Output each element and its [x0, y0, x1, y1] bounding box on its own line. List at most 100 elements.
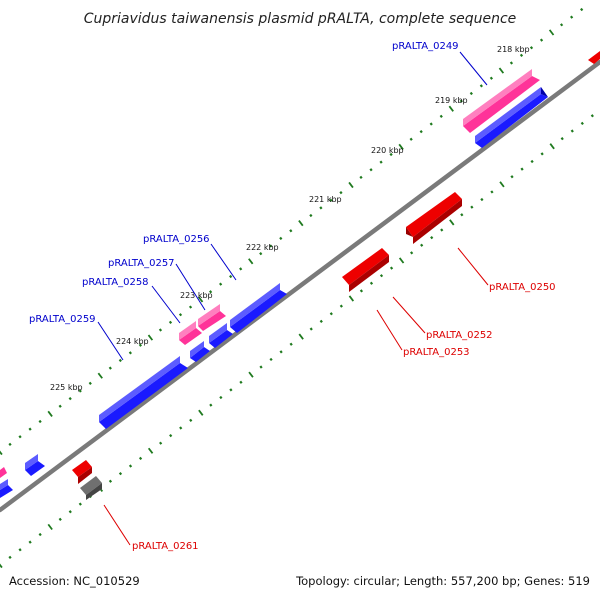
gene-label-0253: pRALTA_0253	[403, 347, 470, 358]
minor-tick	[319, 319, 323, 323]
major-tick	[398, 257, 405, 264]
minor-tick	[179, 426, 183, 430]
minor-tick	[138, 456, 143, 461]
minor-tick	[359, 289, 364, 293]
minor-tick	[229, 388, 233, 392]
gene-left-b-forward	[0, 479, 13, 498]
gene-left-a-forward	[25, 454, 45, 476]
minor-tick	[38, 532, 42, 537]
kbp-label-220: 220 kbp	[371, 146, 404, 155]
minor-tick	[269, 244, 273, 248]
gene-label-0257: pRALTA_0257	[108, 258, 175, 269]
major-tick	[197, 296, 204, 303]
major-tick	[498, 67, 505, 74]
gene-label-0249: pRALTA_0249	[392, 41, 459, 52]
minor-tick	[509, 61, 514, 65]
minor-tick	[269, 357, 273, 362]
leader-0249	[459, 51, 488, 86]
minor-tick	[359, 175, 363, 179]
gene-left-pink	[0, 467, 7, 478]
minor-tick	[178, 313, 183, 317]
minor-tick	[520, 167, 524, 171]
minor-tick	[459, 99, 463, 103]
minor-tick	[8, 555, 12, 560]
minor-tick	[209, 403, 213, 407]
minor-tick	[279, 236, 283, 241]
gene-label-0261: pRALTA_0261	[132, 541, 199, 552]
minor-tick	[78, 502, 82, 506]
backbone	[0, 59, 600, 513]
minor-tick	[409, 137, 413, 141]
minor-tick	[18, 435, 22, 439]
gene-0258-forward	[190, 341, 210, 362]
accession-text: Accession: NC_010529	[9, 574, 140, 588]
minor-tick	[8, 442, 12, 446]
gene-0256-forward	[230, 283, 287, 333]
major-tick	[348, 295, 355, 302]
minor-tick	[479, 84, 483, 88]
minor-tick	[559, 23, 564, 27]
minor-tick	[128, 464, 133, 468]
minor-tick	[529, 46, 534, 50]
major-tick	[348, 181, 354, 189]
minor-tick	[88, 381, 92, 385]
minor-tick	[580, 7, 584, 12]
minor-tick	[460, 213, 464, 217]
minor-tick	[580, 121, 584, 126]
gene-label-0259: pRALTA_0259	[29, 314, 96, 325]
leader-0252	[392, 296, 426, 334]
minor-tick	[259, 365, 263, 369]
minor-tick	[108, 366, 112, 370]
gene-0252-reverse	[342, 248, 389, 292]
minor-tick	[189, 418, 193, 422]
minor-tick	[470, 205, 474, 209]
kbp-label-222: 222 kbp	[246, 243, 279, 252]
leader-0250	[457, 247, 489, 286]
kbp-label-221: 221 kbp	[309, 195, 342, 204]
minor-tick	[78, 389, 82, 393]
minor-tick	[28, 427, 32, 431]
reverse-genes	[72, 51, 600, 500]
gene-0250-reverse	[406, 192, 462, 244]
minor-tick	[229, 274, 233, 279]
minor-tick	[510, 175, 514, 179]
minor-tick	[38, 419, 42, 424]
gene-0259-forward	[99, 356, 188, 429]
minor-tick	[219, 282, 223, 286]
minor-tick	[439, 114, 443, 118]
minor-tick	[410, 251, 414, 255]
gene-0249-forward	[475, 87, 548, 148]
minor-tick	[469, 91, 473, 96]
minor-tick	[530, 159, 534, 164]
minor-tick	[539, 38, 544, 42]
kbp-label-224: 224 kbp	[116, 337, 149, 346]
minor-tick	[68, 510, 72, 514]
minor-tick	[379, 274, 384, 278]
outer-tick-track	[0, 7, 584, 456]
minor-tick	[369, 281, 374, 285]
leader-0253	[376, 309, 403, 351]
gene-labels: pRALTA_0249 pRALTA_0256 pRALTA_0257 pRAL…	[29, 41, 556, 552]
minor-tick	[480, 197, 484, 202]
major-tick	[298, 220, 304, 227]
minor-tick	[329, 198, 333, 202]
leader-0261	[103, 504, 131, 546]
minor-tick	[138, 343, 142, 347]
minor-tick	[489, 76, 493, 80]
minor-tick	[158, 328, 163, 332]
major-tick	[47, 523, 53, 531]
summary-text: Topology: circular; Length: 557,200 bp; …	[295, 574, 590, 588]
minor-tick	[570, 129, 574, 133]
major-tick	[298, 333, 304, 340]
minor-tick	[309, 213, 313, 218]
minor-tick	[319, 206, 323, 210]
major-tick	[248, 371, 254, 378]
minor-tick	[239, 380, 243, 384]
gene-0261-grey	[80, 476, 102, 500]
major-tick	[147, 334, 154, 341]
minor-tick	[169, 433, 173, 438]
leader-0259	[97, 321, 124, 361]
leader-0257	[175, 263, 206, 311]
minor-tick	[389, 266, 394, 270]
